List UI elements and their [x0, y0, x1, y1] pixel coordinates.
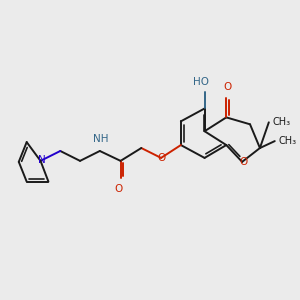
Text: N: N	[38, 155, 45, 165]
Text: CH₃: CH₃	[279, 136, 297, 146]
Text: O: O	[157, 153, 165, 163]
Text: O: O	[115, 184, 123, 194]
Text: HO: HO	[193, 77, 208, 87]
Text: O: O	[223, 82, 231, 92]
Text: NH: NH	[93, 134, 109, 144]
Text: CH₃: CH₃	[273, 117, 291, 127]
Text: O: O	[239, 157, 247, 167]
